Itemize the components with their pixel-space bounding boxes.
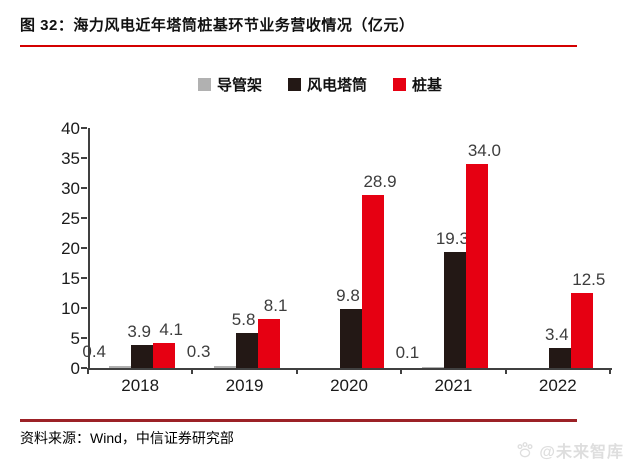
y-tick-mark [81,337,87,339]
paw-icon [517,442,533,458]
y-tick-label: 10 [61,299,80,318]
y-tick-label: 15 [61,269,80,288]
legend-swatch [287,78,301,91]
value-label: 0.4 [82,341,107,361]
x-category-label: 2021 [434,376,473,395]
bar-风电塔筒-2019 [235,333,258,368]
bar-桩基-2022 [570,293,593,368]
y-tick-label: 5 [70,329,80,348]
legend-item-1: 风电塔筒 [287,74,367,95]
bar-桩基-2018 [153,343,176,368]
value-label: 3.4 [544,324,569,344]
y-tick-label: 30 [61,179,80,198]
value-label: 0.1 [395,343,420,363]
bar-导管架-2018 [109,365,132,368]
value-label: 28.9 [363,171,397,191]
watermark: @未来智库 [515,438,624,462]
x-category-label: 2022 [538,376,577,395]
value-label: 12.5 [572,270,606,289]
value-label: 3.9 [127,321,152,341]
y-tick-mark [81,127,87,129]
x-category-label: 2018 [121,376,160,395]
value-label: 5.8 [231,310,256,330]
legend-label: 桩基 [412,77,443,94]
value-label: 19.3 [435,229,469,249]
y-tick-mark [81,307,87,309]
legend-label: 导管架 [216,77,262,94]
bar-风电塔筒-2021 [444,252,467,368]
value-label: 34.0 [467,141,501,160]
x-tick-mark [295,368,298,374]
y-tick-mark [81,157,87,159]
x-tick-mark [504,368,507,374]
legend-item-0: 导管架 [197,74,262,95]
y-tick-label: 40 [61,119,80,138]
bar-导管架-2019 [213,366,236,368]
chart-legend: 导管架 风电塔筒 桩基 [0,74,640,95]
x-tick-mark [400,368,403,374]
chart-title: 图 32：海力风电近年塔筒桩基环节业务营收情况（亿元） [20,17,415,34]
y-tick-label: 35 [61,149,80,168]
y-tick-mark [81,277,87,279]
legend-swatch [197,78,211,91]
x-tick-mark [87,368,89,374]
source-divider [20,419,577,422]
bar-风电塔筒-2020 [340,309,362,368]
bar-导管架-2021 [422,367,445,368]
source-text: 资料来源：Wind，中信证券研究部 [20,430,234,446]
y-tick-mark [81,187,87,189]
y-tick-mark [81,367,87,369]
bar-风电塔筒-2018 [131,344,154,368]
bar-桩基-2020 [362,194,384,368]
y-tick-mark [81,247,87,249]
x-tick-mark [609,368,611,374]
bar-风电塔筒-2022 [548,347,571,368]
title-underline [20,45,577,47]
y-tick-mark [81,217,87,219]
plot-area: 0.4 3.9 4.1 0.3 5.8 8.1 9.8 28.9 0.1 19.3 34.0 3.4 1… [82,128,612,370]
value-label: 4.1 [159,320,184,340]
bar-桩基-2021 [466,164,489,368]
value-label: 8.1 [263,296,288,316]
value-label: 0.3 [186,342,211,362]
legend-item-2: 桩基 [393,74,442,95]
y-tick-label: 0 [70,359,80,378]
legend-swatch [393,78,406,91]
x-category-label: 2020 [330,376,368,395]
x-category-label: 2019 [225,376,264,395]
y-tick-label: 20 [61,239,80,258]
value-label: 9.8 [336,286,360,306]
legend-label: 风电塔筒 [306,77,367,94]
y-tick-label: 25 [61,209,80,228]
watermark-text: @未来智库 [539,444,624,461]
bar-桩基-2019 [257,319,280,368]
x-tick-mark [191,368,194,374]
